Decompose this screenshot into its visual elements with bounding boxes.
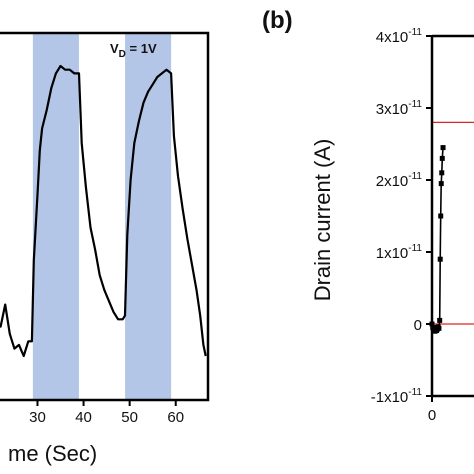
y-tick-label: 3x10-11 (376, 99, 423, 118)
reference-lines (432, 121, 474, 325)
bias-annotation-subscript: D (119, 49, 126, 60)
panel-b-y-axis-title: Drain current (A) (310, 139, 335, 302)
data-point-marker (436, 325, 442, 331)
panel-a-plot-frame (0, 31, 210, 402)
panel-a-x-axis: 30 40 50 60 (29, 400, 184, 426)
y-tick-label: 1x10-11 (376, 243, 423, 262)
y-tick-label: -1x10-11 (371, 387, 423, 406)
illumination-interval-1 (32, 33, 79, 400)
data-point-marker (437, 317, 443, 323)
x-tick-label: 50 (121, 409, 138, 426)
y-tick-label: 0 (414, 317, 422, 334)
y-tick-label: 2x10-11 (376, 171, 423, 190)
data-point-marker (438, 181, 444, 187)
panel-a-chart: 30 40 50 60 VD = 1V me (Sec) (0, 31, 210, 466)
panel-a-x-axis-title: me (Sec) (8, 441, 97, 466)
panel-b-chart: (b) -1x10-11 0 1x10-11 2x10-11 3x10-11 4x10-1… (262, 7, 474, 424)
panel-b-axes (430, 34, 474, 398)
bias-annotation: VD = 1V (110, 41, 157, 60)
x-tick-label: 60 (167, 409, 184, 426)
photocurrent-trace (0, 64, 207, 358)
data-point-marker (440, 145, 446, 151)
illumination-interval-2 (125, 33, 172, 400)
y-tick-label: 4x10-11 (376, 27, 423, 46)
data-point-marker (437, 256, 443, 262)
panel-b-y-axis: -1x10-11 0 1x10-11 2x10-11 3x10-11 4x10-11 (371, 27, 432, 406)
data-point-marker (439, 155, 445, 161)
data-point-marker (438, 213, 444, 219)
bias-annotation-symbol: V (110, 41, 119, 56)
data-point-marker (439, 170, 445, 176)
bias-annotation-value: = 1V (126, 41, 157, 56)
x-tick-label: 0 (428, 407, 436, 424)
panel-b-label: (b) (262, 7, 293, 34)
series-line-1 (0, 64, 207, 358)
panel-b-x-axis: 0 (428, 396, 436, 424)
x-tick-label: 40 (75, 409, 92, 426)
x-tick-label: 30 (29, 409, 46, 426)
